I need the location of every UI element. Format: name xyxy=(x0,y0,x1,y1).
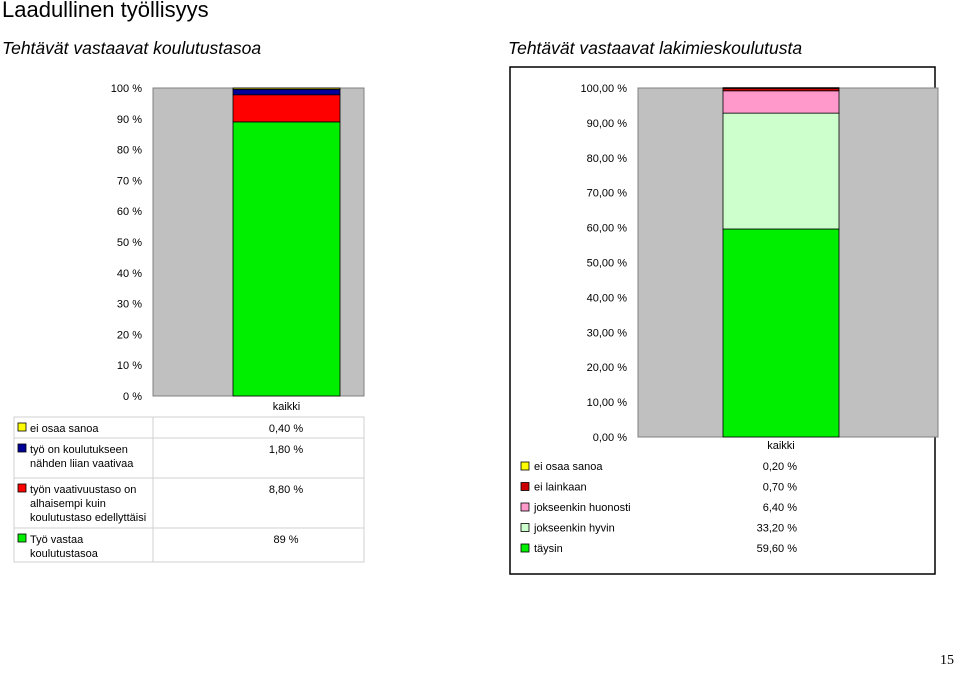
right-chart-title: Tehtävät vastaavat lakimieskoulutusta xyxy=(508,38,803,58)
page-number: 15 xyxy=(940,653,954,668)
right-legend-swatch xyxy=(520,502,530,512)
left-y-tick-label: 40 % xyxy=(117,268,142,280)
left-data-value-label: 8,80 % xyxy=(269,484,303,496)
left-legend-label: Työ vastaa koulutustasoa xyxy=(30,534,99,560)
right-y-tick-label: 30,00 % xyxy=(587,327,628,339)
left-y-tick-label: 10 % xyxy=(117,360,142,372)
right-x-category-label: kaikki xyxy=(767,440,795,452)
right-y-tick-label: 80,00 % xyxy=(587,153,628,165)
right-legend-label: ei osaa sanoa xyxy=(534,461,603,473)
right-bar-segment xyxy=(722,228,840,438)
right-legend-value: 0,20 % xyxy=(763,461,797,473)
left-y-tick-label: 0 % xyxy=(123,391,142,403)
right-bar-segment xyxy=(722,87,840,89)
left-data-table-grid xyxy=(13,416,365,563)
left-y-tick-label: 90 % xyxy=(117,114,142,126)
right-y-tick-label: 70,00 % xyxy=(587,188,628,200)
left-x-category-label: kaikki xyxy=(273,401,301,413)
right-y-tick-label: 40,00 % xyxy=(587,292,628,304)
left-y-tick-label: 50 % xyxy=(117,237,142,249)
right-legend-value: 59,60 % xyxy=(757,543,798,555)
page-title: Laadullinen työllisyys xyxy=(2,0,209,22)
left-data-value-label: 1,80 % xyxy=(269,444,303,456)
left-y-tick-label: 60 % xyxy=(117,206,142,218)
left-legend-swatch xyxy=(17,533,27,543)
right-bar-segment xyxy=(722,90,840,114)
right-y-tick-label: 20,00 % xyxy=(587,362,628,374)
right-legend-label: ei lainkaan xyxy=(534,482,587,494)
right-bar-segment xyxy=(722,112,840,230)
left-legend-label: työn vaativuustaso on alhaisempi kuin koul… xyxy=(30,484,146,524)
left-y-tick-label: 100 % xyxy=(111,83,142,95)
left-y-tick-label: 20 % xyxy=(117,329,142,341)
right-legend-swatch xyxy=(520,482,530,491)
right-legend-swatch xyxy=(520,461,530,471)
right-legend-label: jokseenkin hyvin xyxy=(533,523,615,535)
left-bar-segment xyxy=(232,94,341,123)
right-legend-label: täysin xyxy=(534,543,563,555)
right-legend-value: 0,70 % xyxy=(763,482,797,494)
right-legend-label: jokseenkin huonosti xyxy=(533,502,631,514)
left-y-tick-label: 80 % xyxy=(117,145,142,157)
left-legend-swatch xyxy=(17,443,27,453)
left-legend-swatch xyxy=(17,422,27,432)
right-y-tick-label: 50,00 % xyxy=(587,258,628,270)
left-data-value-label: 89 % xyxy=(273,534,298,546)
left-bar-segment xyxy=(232,87,341,90)
right-y-tick-label: 60,00 % xyxy=(587,223,628,235)
right-legend-swatch xyxy=(520,523,530,532)
left-y-tick-label: 30 % xyxy=(117,299,142,311)
right-y-tick-label: 90,00 % xyxy=(587,118,628,130)
right-y-tick-label: 100,00 % xyxy=(581,83,628,95)
left-y-tick-label: 70 % xyxy=(117,175,142,187)
right-y-tick-label: 10,00 % xyxy=(587,397,628,409)
left-bar-segment xyxy=(232,121,341,397)
right-legend-value: 33,20 % xyxy=(757,523,798,535)
left-chart-title: Tehtävät vastaavat koulutustasoa xyxy=(2,38,262,58)
left-bar-segment xyxy=(232,88,341,96)
left-legend-swatch xyxy=(17,483,27,493)
left-legend-label: työ on koulutukseen nähden liian vaativaa xyxy=(30,444,134,470)
right-legend-value: 6,40 % xyxy=(763,502,797,514)
right-y-tick-label: 0,00 % xyxy=(593,432,627,444)
left-data-value-label: 0,40 % xyxy=(269,423,303,435)
left-legend-label: ei osaa sanoa xyxy=(30,423,99,435)
right-legend-swatch xyxy=(520,543,530,553)
